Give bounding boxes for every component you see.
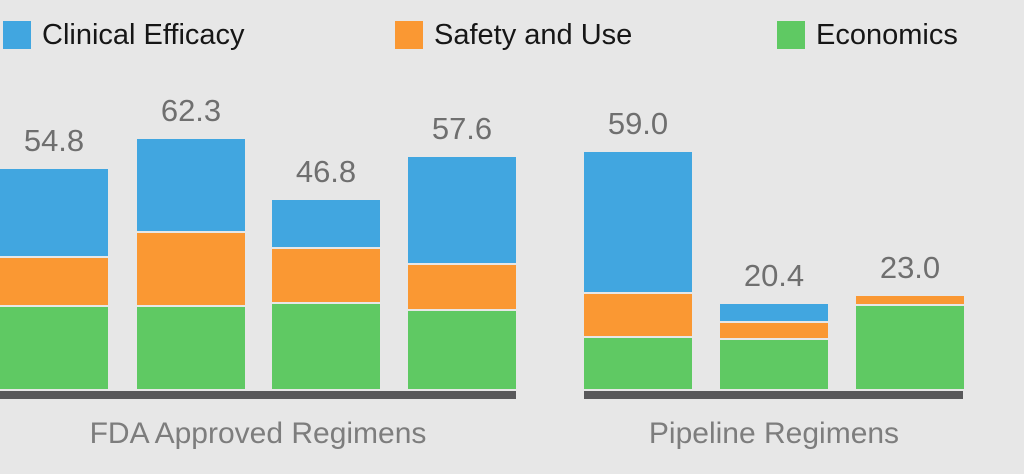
segment-safety-and-use xyxy=(584,293,692,337)
bar-value-label: 46.8 xyxy=(295,154,357,190)
bar-value-label: 54.8 xyxy=(23,122,85,158)
stacked-bar-fda-approved-regimens-1 xyxy=(0,168,108,389)
segment-economics xyxy=(408,310,516,389)
segment-clinical-efficacy xyxy=(720,304,828,322)
legend-label-safety-and-use: Safety and Use xyxy=(434,19,633,51)
segment-economics xyxy=(584,338,692,389)
group-label-fda: FDA Approved Regimens xyxy=(89,417,427,450)
bar-value-label: 59.0 xyxy=(607,105,669,141)
segment-clinical-efficacy xyxy=(272,200,380,247)
bar-value-label: 57.6 xyxy=(431,111,493,147)
segment-safety-and-use xyxy=(408,264,516,309)
legend-item-clinical-efficacy: Clinical Efficacy xyxy=(3,20,245,50)
stacked-bar-pipeline-regimens-3 xyxy=(856,296,964,389)
legend-swatch-clinical-efficacy xyxy=(3,21,31,49)
segment-safety-and-use xyxy=(720,323,828,338)
stacked-bar-pipeline-regimens-2 xyxy=(720,304,828,389)
x-axis-line-pipeline xyxy=(584,391,963,399)
stacked-bar-fda-approved-regimens-3 xyxy=(272,200,380,389)
stacked-bar-pipeline-regimens-1 xyxy=(584,151,692,389)
legend-label-clinical-efficacy: Clinical Efficacy xyxy=(42,19,245,51)
legend-item-economics: Economics xyxy=(777,20,958,50)
segment-clinical-efficacy xyxy=(408,157,516,263)
legend-swatch-safety-and-use xyxy=(395,21,423,49)
bar-value-label: 62.3 xyxy=(160,92,222,128)
group-label-pipeline: Pipeline Regimens xyxy=(648,417,900,450)
segment-economics xyxy=(272,304,380,389)
bar-value-label: 20.4 xyxy=(743,258,805,294)
legend-item-safety-and-use: Safety and Use xyxy=(395,20,632,50)
segment-clinical-efficacy xyxy=(584,151,692,292)
segment-economics xyxy=(137,307,245,389)
segment-safety-and-use xyxy=(0,258,108,306)
legend-swatch-economics xyxy=(777,21,805,49)
x-axis-line-fda xyxy=(0,391,516,399)
segment-economics xyxy=(856,306,964,389)
stacked-bar-fda-approved-regimens-4 xyxy=(408,157,516,389)
segment-safety-and-use xyxy=(856,296,964,305)
legend-label-economics: Economics xyxy=(816,19,958,51)
stacked-bar-fda-approved-regimens-2 xyxy=(137,138,245,389)
bar-value-label: 23.0 xyxy=(879,250,941,286)
segment-safety-and-use xyxy=(137,232,245,306)
segment-economics xyxy=(0,307,108,389)
segment-safety-and-use xyxy=(272,248,380,303)
segment-economics xyxy=(720,340,828,389)
segment-clinical-efficacy xyxy=(0,168,108,257)
segment-clinical-efficacy xyxy=(137,138,245,231)
